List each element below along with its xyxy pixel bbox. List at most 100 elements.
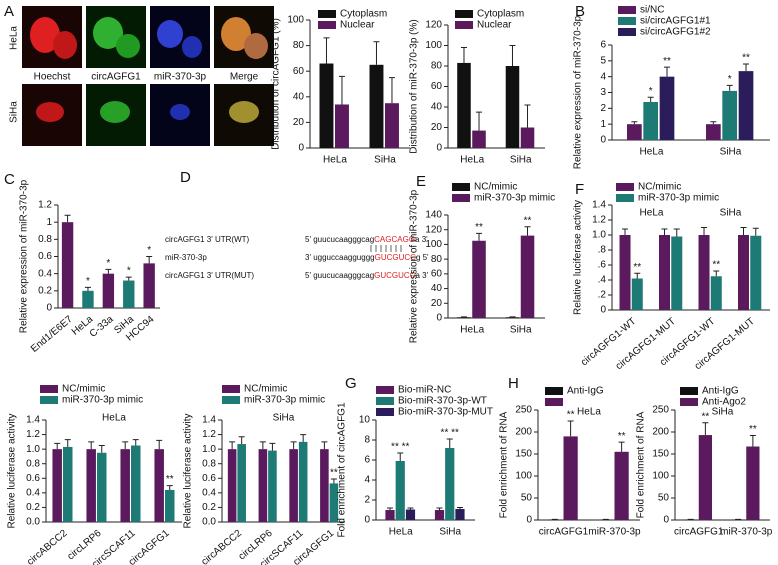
y-tick-label: 40 [431,102,443,113]
legend-label: Bio-miR-370-3p-WT [398,396,487,407]
significance-label: * [728,74,732,85]
error-bar [436,507,443,510]
legend-swatch [318,21,336,29]
bar [385,510,395,520]
error-bar [661,228,668,235]
bar [750,235,762,310]
error-bar [702,422,709,436]
error-bar [634,272,641,279]
error-bar [524,226,531,236]
x-tick-label: circABCC2 [199,528,244,565]
y-tick-label: .8 [598,245,607,256]
legend-label: Cytoplasm [477,9,524,20]
bar [457,62,471,148]
y-tick-label: 8 [364,435,370,446]
y-tick-label: 100 [287,15,304,26]
error-bar [726,84,733,91]
bar [643,102,659,140]
significance-label: ** [663,56,671,67]
sequence-part: a 3' [415,271,428,280]
column-label: Hoechst [34,72,71,83]
error-bar [259,441,266,450]
error-bar [407,507,414,510]
y-tick-label: 0.2 [202,502,216,513]
significance-label: ** [712,260,720,271]
error-bar [618,441,625,452]
y-tick-label: 250 [515,405,532,416]
y-tick-label: 0.4 [26,487,40,498]
bar [520,127,535,148]
bar [97,452,107,522]
cell [244,33,268,59]
legend-swatch [222,385,240,393]
significance-label: * [147,245,151,256]
bar [63,446,73,522]
bar [738,235,750,310]
x-tick-label: End1/E6E7 [29,314,75,355]
legend-label: si/NC [640,5,664,16]
error-bar [743,63,750,72]
bar [405,509,416,520]
error-bar [622,228,629,235]
y-tick-label: 0.8 [202,458,216,469]
x-tick-label: SiHa [510,155,532,166]
panel-letter: E [416,173,426,190]
bar [102,273,115,308]
error-bar [269,442,276,451]
significance-label: ** [330,468,338,479]
y-tick-label: 4 [600,71,606,82]
error-bar [701,227,708,235]
error-bar [388,77,395,104]
legend-swatch [680,387,698,395]
error-bar [749,435,756,447]
x-tick-label: SiHa [720,147,742,158]
legend-swatch [545,398,563,406]
y-tick-label: 80 [431,254,443,265]
significance-label: ** [618,431,626,442]
y-axis-label: Relative luciferase activity [573,200,584,315]
y-tick-label: 100 [425,40,442,51]
bar [627,124,642,140]
bar [619,235,631,310]
bar [505,66,520,148]
legend-label: Bio-miR-370-3p-MUT [398,407,493,418]
y-tick-label: 0 [298,143,304,154]
significance-label: * [106,258,110,269]
significance-label: ** [701,411,709,422]
significance-label: ** ** [441,428,459,439]
error-bar [290,441,297,450]
legend-label: Anti-Ago2 [702,397,746,408]
y-axis-label: Relative luciferase activity [183,413,194,528]
legend-swatch [40,396,58,404]
panel-letter: B [575,3,585,20]
significance-label: ** ** [391,442,409,453]
y-axis-label: Relative luciferase activity [7,413,18,528]
row-label: SiHa [9,101,20,123]
y-tick-label: .2 [598,290,607,301]
error-bar [146,256,153,264]
bar [320,449,329,522]
y-tick-label: 0 [46,303,52,314]
y-tick-label: 250 [652,405,669,416]
y-tick-label: 1.4 [202,415,216,426]
group-label: SiHa [720,208,742,219]
y-tick-label: 0.0 [202,517,216,528]
cell [157,20,183,48]
y-axis-label: Fold enrichment of circAGFG1 [337,402,348,537]
legend-label: NC/mimic [62,384,105,395]
y-tick-label: 2 [364,495,370,506]
legend-label: si/circAGFG1#2 [640,27,711,38]
legend-label: Bio-miR-NC [398,385,451,396]
error-bar [713,270,720,277]
y-tick-label: 50 [521,493,533,504]
bar [472,130,486,148]
cell [182,36,202,58]
error-bar [229,441,236,450]
x-tick-label: SiHa [510,325,532,336]
error-bar [647,96,654,102]
panel-letter: A [4,3,14,20]
y-tick-label: 1.0 [592,230,606,241]
error-bar [321,441,328,450]
y-tick-label: 4 [364,475,370,486]
bar [143,263,155,308]
